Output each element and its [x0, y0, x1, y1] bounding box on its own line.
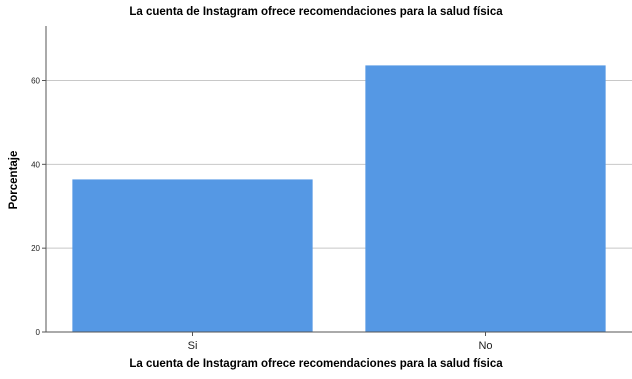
x-tick-label: Si: [188, 340, 198, 352]
bar-no: [365, 65, 605, 332]
bar-si: [72, 179, 312, 332]
y-tick-label: 0: [36, 328, 41, 337]
y-tick-label: 20: [31, 244, 40, 253]
y-tick-label: 60: [31, 76, 40, 85]
y-tick-label: 40: [31, 160, 40, 169]
x-axis-title: La cuenta de Instagram ofrece recomendac…: [0, 358, 632, 370]
x-tick-label: No: [478, 340, 492, 352]
